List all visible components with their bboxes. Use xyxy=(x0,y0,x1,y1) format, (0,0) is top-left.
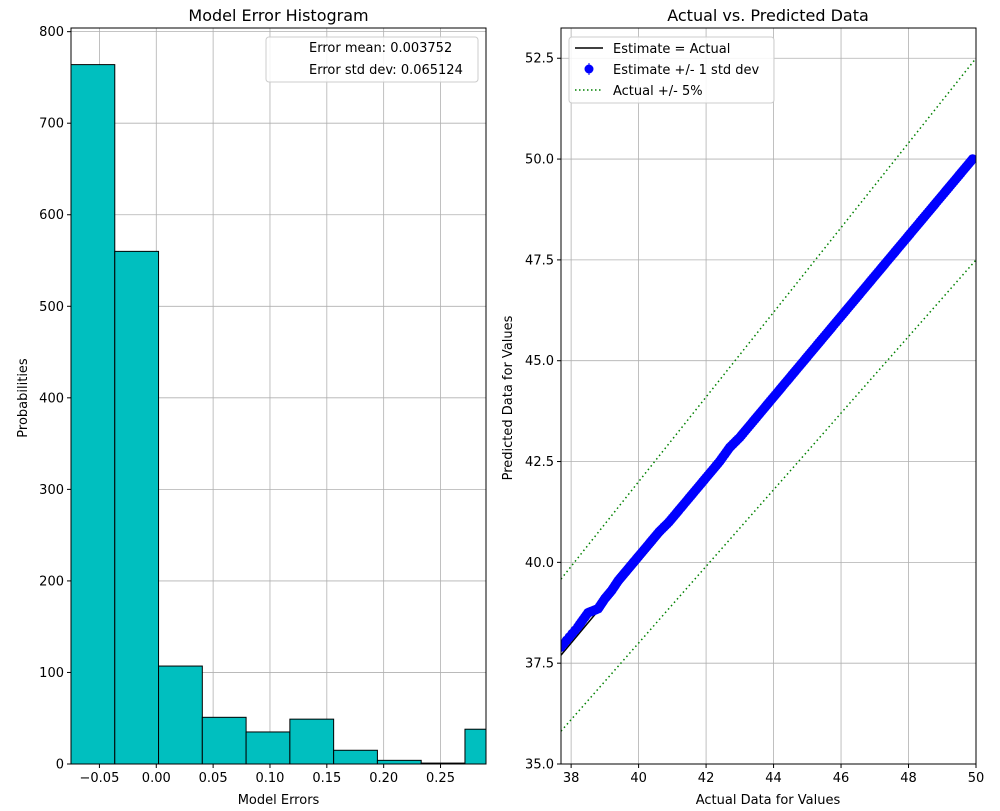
scatter-legend-points-label: Estimate +/- 1 std dev xyxy=(613,63,760,78)
y-tick-label: 300 xyxy=(39,483,64,498)
histogram-chart: Model Error Histogram Model Errors Proba… xyxy=(16,6,487,808)
x-tick-label: 48 xyxy=(900,771,917,786)
scatter-series xyxy=(561,57,976,732)
x-tick-label: 0.05 xyxy=(199,771,228,786)
legend-point-sample xyxy=(584,64,594,74)
y-tick-label: 700 xyxy=(39,117,64,132)
histogram-bar xyxy=(245,731,291,765)
x-tick-label: 0.15 xyxy=(312,771,341,786)
x-tick-label: 38 xyxy=(563,771,580,786)
histogram-bar xyxy=(70,64,116,765)
x-tick-label: −0.05 xyxy=(80,771,120,786)
histogram-bar xyxy=(289,718,335,765)
scatter-legend-line-label: Estimate = Actual xyxy=(613,42,730,57)
histogram-ticks: −0.05 0.00 0.05 0.10 0.15 0.20 0.25 0 100 200 300 4… xyxy=(39,25,455,786)
y-tick-label: 37.5 xyxy=(525,657,554,672)
histogram-title: Model Error Histogram xyxy=(188,6,368,25)
lower-5pct-line xyxy=(561,259,976,732)
x-tick-label: 0.00 xyxy=(142,771,171,786)
y-tick-label: 40.0 xyxy=(525,556,554,571)
histogram-legend: Error mean: 0.003752 Error std dev: 0.06… xyxy=(265,36,479,83)
histogram-legend-stddev: Error std dev: 0.065124 xyxy=(309,63,463,78)
scatter-legend-dotted-label: Actual +/- 5% xyxy=(613,84,703,99)
histogram-bar xyxy=(376,759,422,765)
y-tick-label: 50.0 xyxy=(525,153,554,168)
histogram-bar xyxy=(158,665,203,765)
x-tick-label: 50 xyxy=(968,771,985,786)
scatter-chart: Actual vs. Predicted Data Actual Data fo… xyxy=(501,6,984,808)
scatter-y-axis-label: Predicted Data for Values xyxy=(501,315,516,480)
scatter-plot-frame xyxy=(560,27,977,765)
x-tick-label: 46 xyxy=(833,771,850,786)
y-tick-label: 800 xyxy=(39,25,64,40)
x-tick-label: 40 xyxy=(630,771,647,786)
y-tick-label: 600 xyxy=(39,208,64,223)
y-tick-label: 42.5 xyxy=(525,455,554,470)
histogram-legend-box xyxy=(265,36,479,83)
histogram-plot-frame xyxy=(70,27,487,765)
scatter-x-axis-label: Actual Data for Values xyxy=(696,793,841,808)
y-tick-label: 500 xyxy=(39,300,64,315)
upper-5pct-line xyxy=(561,57,976,580)
y-tick-label: 47.5 xyxy=(525,253,554,268)
scatter-legend-box xyxy=(568,36,775,104)
prediction-point xyxy=(967,154,976,164)
y-tick-label: 400 xyxy=(39,391,64,406)
y-tick-label: 35.0 xyxy=(525,758,554,773)
y-tick-label: 45.0 xyxy=(525,354,554,369)
scatter-ticks: 38 40 42 44 46 48 50 35.0 37.5 40.0 42.5 45.0 47.5 50… xyxy=(525,52,984,786)
x-tick-label: 44 xyxy=(765,771,782,786)
histogram-bar xyxy=(201,716,247,765)
histogram-x-axis-label: Model Errors xyxy=(238,793,320,808)
histogram-bars xyxy=(70,64,487,765)
y-tick-label: 52.5 xyxy=(525,52,554,67)
y-tick-label: 0 xyxy=(56,758,64,773)
x-tick-label: 0.20 xyxy=(369,771,398,786)
histogram-bar xyxy=(114,250,160,765)
y-tick-label: 200 xyxy=(39,574,64,589)
histogram-bar xyxy=(333,749,378,765)
histogram-y-axis-label: Probabilities xyxy=(16,358,31,438)
scatter-title: Actual vs. Predicted Data xyxy=(667,6,869,25)
scatter-legend: Estimate = Actual Estimate +/- 1 std dev… xyxy=(568,36,775,104)
histogram-bar xyxy=(464,728,487,765)
y-tick-label: 100 xyxy=(39,666,64,681)
x-tick-label: 42 xyxy=(698,771,715,786)
histogram-legend-mean: Error mean: 0.003752 xyxy=(309,41,452,56)
x-tick-label: 0.25 xyxy=(426,771,455,786)
x-tick-label: 0.10 xyxy=(255,771,284,786)
